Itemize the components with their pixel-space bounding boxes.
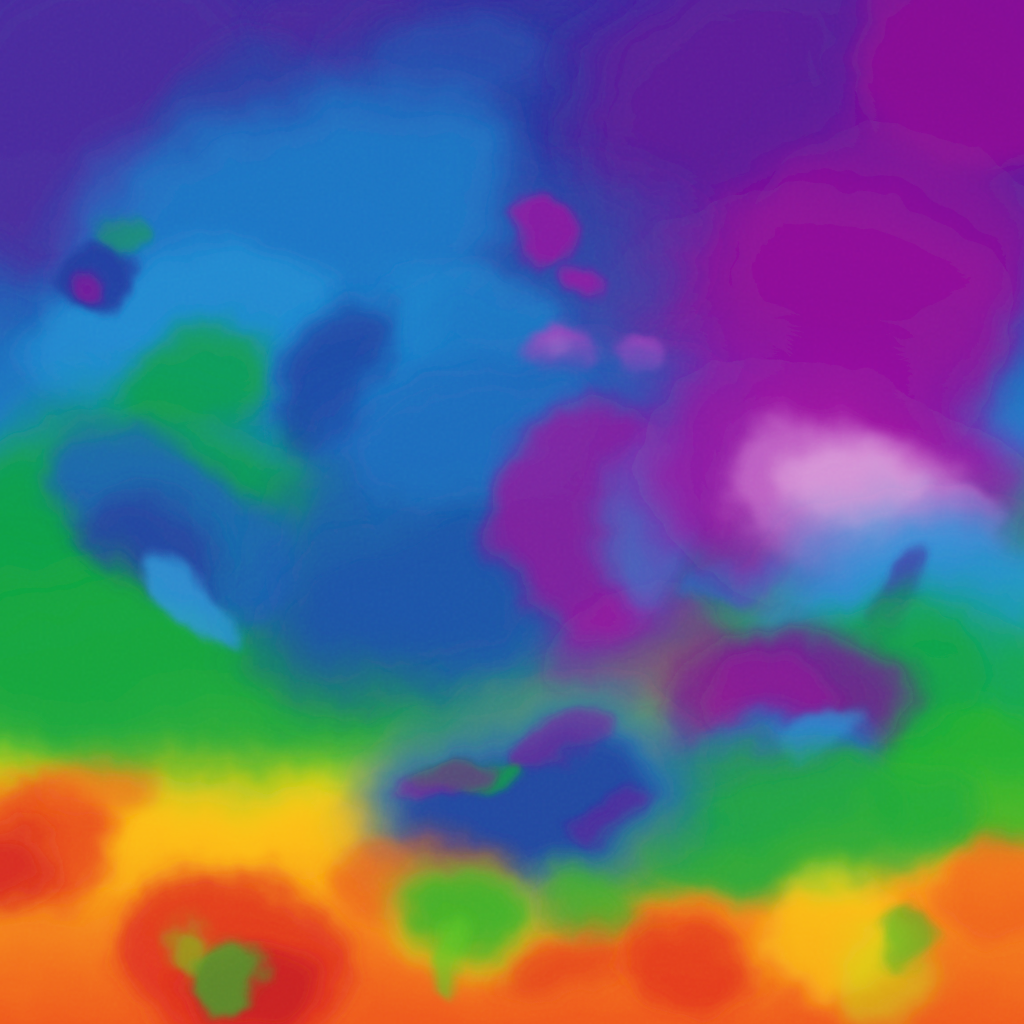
weather-map [0,0,1024,1024]
noise-texture [0,0,1024,1024]
temperature-raster [0,0,1024,1024]
